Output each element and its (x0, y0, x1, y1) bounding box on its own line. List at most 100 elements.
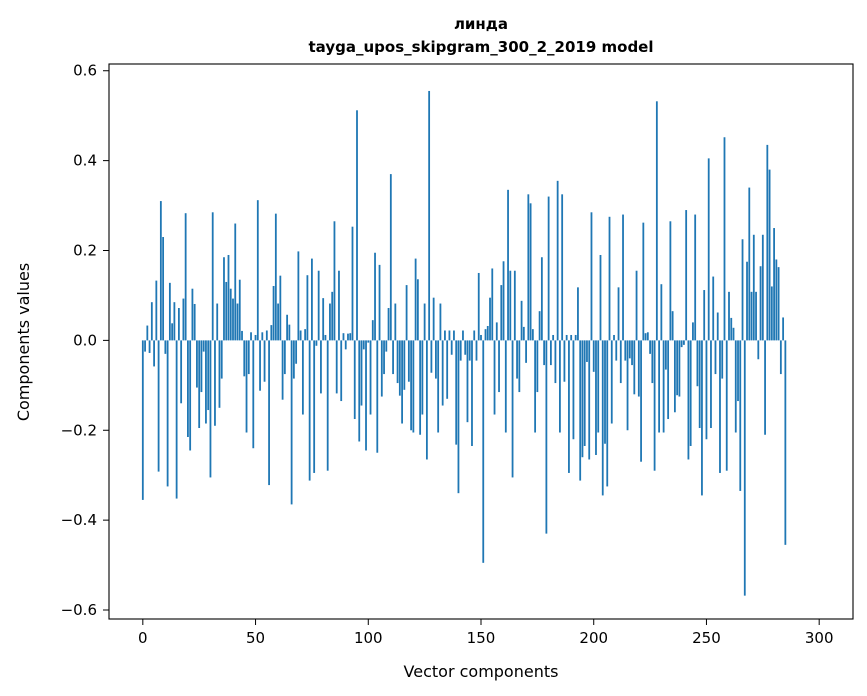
bar-component-46 (245, 340, 248, 433)
bar-component-268 (746, 261, 748, 341)
bar-component-243 (689, 340, 692, 446)
bar-component-205 (604, 340, 606, 444)
bar-component-249 (703, 290, 706, 341)
bar-component-82 (326, 340, 329, 471)
bar-component-56 (268, 340, 270, 486)
bar-component-168 (520, 300, 523, 341)
bar-component-260 (728, 291, 730, 341)
bar-component-48 (250, 332, 252, 341)
x-tick-label: 300 (805, 629, 834, 647)
bar-component-222 (642, 222, 645, 341)
bar-component-44 (241, 330, 243, 341)
bar-component-161 (504, 340, 507, 433)
bar-component-176 (538, 311, 541, 341)
bar-component-223 (644, 333, 647, 341)
bar-component-75 (311, 258, 313, 341)
bar-component-206 (606, 340, 609, 487)
bar-component-118 (407, 340, 410, 382)
bar-component-41 (234, 223, 237, 341)
bar-component-23 (193, 303, 196, 341)
bar-component-276 (764, 340, 766, 435)
bar-component-241 (685, 210, 688, 341)
bar-component-239 (680, 340, 683, 348)
bar-component-54 (263, 340, 266, 382)
bar-component-190 (570, 334, 573, 341)
bar-component-77 (315, 340, 318, 346)
bar-component-47 (247, 340, 250, 375)
bar-component-174 (534, 340, 537, 433)
bar-component-102 (371, 320, 374, 341)
bar-component-138 (453, 330, 455, 341)
bar-component-192 (574, 334, 577, 341)
bar-component-64 (286, 314, 289, 341)
bar-component-242 (687, 340, 690, 460)
bar-component-57 (270, 325, 273, 341)
bar-component-281 (775, 259, 778, 341)
plot-area-frame (108, 63, 854, 620)
bar-component-9 (162, 237, 165, 341)
bar-component-59 (274, 213, 277, 341)
bar-component-1 (144, 340, 146, 352)
bar-component-13 (171, 323, 174, 341)
bar-component-97 (360, 340, 363, 406)
y-axis-ticks: −0.6 −0.4 −0.2 0.0 0.2 0.4 0.6 (61, 62, 109, 619)
bar-component-76 (313, 340, 316, 473)
bar-component-121 (414, 258, 417, 341)
bar-component-215 (626, 340, 629, 431)
bar-component-163 (509, 270, 512, 341)
bar-component-61 (279, 275, 282, 341)
bar-component-129 (432, 297, 435, 341)
bar-component-204 (601, 340, 604, 496)
bar-component-127 (428, 90, 431, 341)
bar-component-2 (146, 325, 149, 341)
bar-component-162 (507, 189, 509, 341)
x-tick-label: 150 (467, 629, 496, 647)
bar-component-70 (299, 330, 302, 341)
bar-component-86 (335, 340, 338, 394)
bar-component-255 (716, 312, 719, 341)
bar-component-21 (189, 340, 192, 451)
chart-subtitle: tayga_upos_skipgram_300_2_2019 model (309, 38, 654, 56)
bar-component-65 (288, 324, 291, 341)
bar-component-106 (380, 340, 383, 397)
bar-component-152 (484, 329, 487, 341)
bar-component-154 (489, 297, 491, 341)
bar-component-43 (238, 279, 241, 341)
bar-component-194 (579, 340, 582, 481)
bar-component-91 (347, 333, 349, 341)
bar-component-18 (182, 298, 185, 341)
bar-component-19 (184, 213, 187, 341)
bar-component-183 (554, 340, 557, 384)
x-tick-label: 200 (579, 629, 608, 647)
bar-component-10 (164, 340, 167, 354)
bar-component-211 (617, 287, 620, 341)
bar-component-273 (757, 340, 760, 360)
bar-component-171 (527, 194, 530, 341)
bar-component-112 (394, 303, 397, 341)
bar-component-179 (545, 340, 548, 534)
bar-component-280 (773, 228, 775, 341)
bar-component-83 (329, 303, 331, 341)
bar-component-114 (398, 340, 401, 396)
bar-series (141, 90, 787, 596)
bar-component-31 (211, 212, 214, 341)
x-tick-label: 100 (354, 629, 383, 647)
bar-component-35 (220, 340, 223, 379)
bar-component-5 (153, 340, 155, 367)
bar-component-214 (624, 340, 627, 361)
bar-component-14 (173, 302, 176, 341)
bar-component-130 (435, 340, 437, 379)
bar-component-7 (157, 340, 160, 472)
bar-component-283 (779, 340, 782, 375)
bar-component-278 (768, 169, 771, 341)
y-tick-label: 0.4 (73, 152, 97, 170)
bar-component-188 (565, 334, 568, 341)
bar-component-170 (525, 340, 527, 363)
bar-component-11 (166, 340, 169, 487)
y-tick-label: 0.2 (73, 241, 97, 259)
y-tick-label: −0.4 (61, 511, 97, 529)
bar-component-55 (265, 330, 268, 341)
bar-component-234 (669, 221, 672, 341)
bar-component-151 (482, 340, 485, 563)
